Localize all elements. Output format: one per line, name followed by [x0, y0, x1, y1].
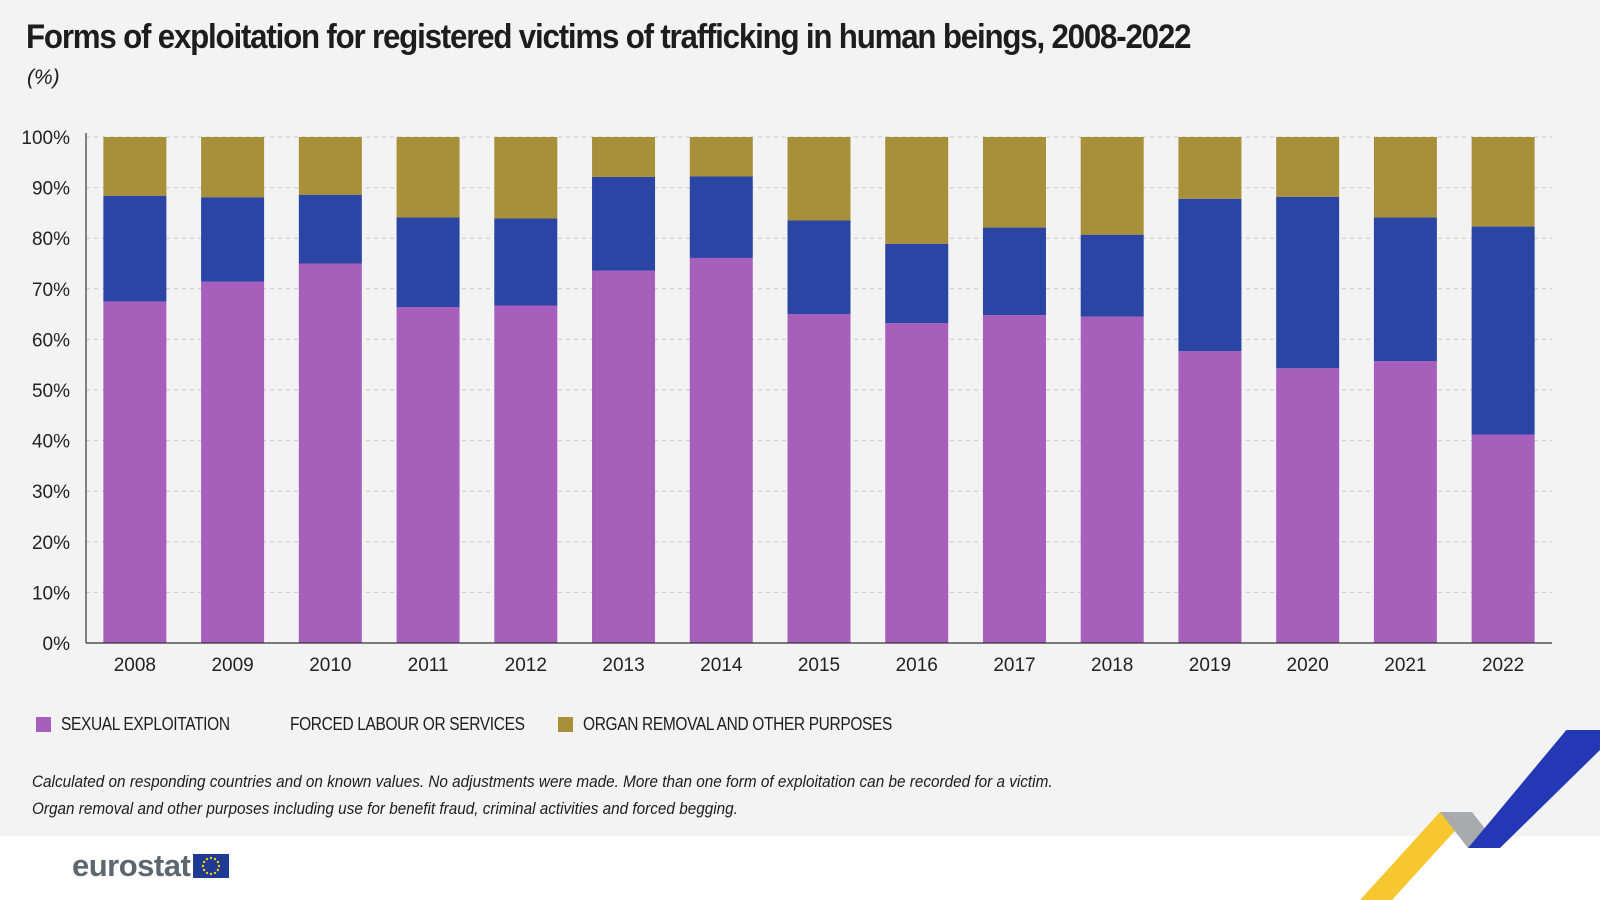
- x-tick-label: 2017: [993, 655, 1035, 676]
- bar-segment-sexual-exploitation: [396, 307, 460, 643]
- bar-segment-sexual-exploitation: [1178, 351, 1242, 643]
- bar-segment-forced-labour: [1373, 217, 1437, 362]
- eurostat-logo[interactable]: eurostat: [72, 848, 230, 884]
- corner-ribbon-decoration: [1360, 730, 1600, 900]
- x-tick-label: 2015: [798, 655, 840, 676]
- bar-segment-forced-labour: [787, 220, 851, 315]
- bar-segment-organ-removal: [982, 137, 1046, 228]
- bar-segment-organ-removal: [592, 137, 656, 177]
- x-tick-label: 2021: [1384, 655, 1426, 676]
- legend-label-forced-labour: Forced labour or services: [290, 713, 525, 734]
- y-tick-label: 30%: [32, 482, 70, 503]
- x-tick-label: 2022: [1482, 655, 1524, 676]
- footnote-line-2: Organ removal and other purposes includi…: [32, 799, 738, 818]
- legend-label-sexual-exploitation: Sexual exploitation: [61, 713, 230, 734]
- bar-segment-forced-labour: [103, 195, 167, 302]
- bar-segment-forced-labour: [396, 217, 460, 308]
- bar-segment-forced-labour: [298, 194, 362, 264]
- bar-segment-forced-labour: [201, 197, 265, 282]
- bar-segment-organ-removal: [1373, 137, 1437, 218]
- bar-segment-forced-labour: [982, 227, 1046, 316]
- bar-segment-forced-labour: [1178, 198, 1242, 352]
- bar-segment-forced-labour: [1471, 226, 1535, 435]
- eu-flag-icon: [193, 854, 230, 878]
- bar-segment-organ-removal: [885, 137, 949, 244]
- y-tick-label: 90%: [32, 179, 70, 200]
- bar-segment-sexual-exploitation: [103, 301, 167, 643]
- stacked-bar-chart: 0% 10% 20% 30% 40% 50% 60% 70% 80% 90% 100% 2008 200…: [21, 128, 1552, 676]
- x-tick-label: 2013: [602, 655, 644, 676]
- bar-segment-sexual-exploitation: [298, 263, 362, 643]
- bar-segment-organ-removal: [396, 137, 460, 218]
- bar-segment-sexual-exploitation: [982, 315, 1046, 643]
- legend-item-forced-labour: Forced labour or services: [280, 714, 558, 735]
- y-tick-label: 100%: [21, 128, 70, 149]
- bar-segment-organ-removal: [201, 137, 265, 198]
- bar-segment-forced-labour: [885, 243, 949, 324]
- x-tick-label: 2010: [309, 655, 351, 676]
- x-tick-label: 2014: [700, 655, 743, 676]
- y-tick-label: 20%: [32, 533, 70, 554]
- bar-segment-sexual-exploitation: [1276, 368, 1340, 643]
- bar-segment-organ-removal: [494, 137, 558, 219]
- y-tick-label: 40%: [32, 432, 70, 453]
- legend-item-sexual-exploitation: Sexual exploitation: [36, 714, 280, 735]
- bar-segment-sexual-exploitation: [592, 270, 656, 643]
- bar-segment-sexual-exploitation: [1471, 434, 1535, 643]
- bar-segment-forced-labour: [689, 176, 753, 258]
- chart-title: Forms of exploitation for registered vic…: [26, 18, 1191, 56]
- x-tick-label: 2020: [1287, 655, 1329, 676]
- x-tick-label: 2012: [505, 655, 547, 676]
- y-tick-label: 0%: [43, 634, 71, 655]
- x-tick-label: 2008: [114, 655, 156, 676]
- legend-swatch-organ-removal: [558, 716, 573, 732]
- footnotes: Calculated on responding countries and o…: [32, 768, 1053, 822]
- y-tick-label: 60%: [32, 330, 70, 351]
- footnote-line-1: Calculated on responding countries and o…: [32, 772, 1053, 791]
- x-tick-label: 2018: [1091, 655, 1133, 676]
- eurostat-logo-text: eurostat: [72, 848, 191, 883]
- x-tick-label: 2011: [408, 655, 449, 676]
- bar-segment-sexual-exploitation: [689, 257, 753, 643]
- bar-segment-sexual-exploitation: [885, 323, 949, 643]
- bar-segment-sexual-exploitation: [494, 305, 558, 643]
- legend: Sexual exploitation Forced labour or ser…: [36, 712, 942, 736]
- bar-segment-organ-removal: [1471, 137, 1535, 227]
- y-tick-label: 70%: [32, 280, 70, 301]
- legend-item-organ-removal: Organ removal and other purposes: [558, 714, 942, 735]
- legend-label-organ-removal: Organ removal and other purposes: [583, 713, 892, 734]
- x-tick-label: 2009: [211, 655, 253, 676]
- bar-segment-organ-removal: [787, 137, 851, 221]
- bar-segment-sexual-exploitation: [201, 281, 265, 643]
- x-tick-label: 2019: [1189, 655, 1231, 676]
- y-tick-label: 10%: [32, 583, 70, 604]
- legend-swatch-sexual-exploitation: [36, 716, 51, 732]
- bar-segment-sexual-exploitation: [1373, 361, 1437, 643]
- bar-segment-organ-removal: [103, 137, 167, 196]
- bar-segment-sexual-exploitation: [1080, 316, 1144, 643]
- y-tick-label: 50%: [32, 381, 70, 402]
- bar-segment-forced-labour: [1080, 234, 1144, 317]
- y-tick-label: 80%: [32, 229, 70, 250]
- footer-band: [0, 836, 1600, 900]
- bar-segment-forced-labour: [1276, 196, 1340, 369]
- bar-segment-organ-removal: [1178, 137, 1242, 199]
- x-tick-label: 2016: [896, 655, 938, 676]
- bar-segment-forced-labour: [592, 176, 656, 271]
- bar-segment-forced-labour: [494, 218, 558, 306]
- bar-segment-organ-removal: [298, 137, 362, 195]
- unit-label: (%): [27, 66, 60, 89]
- bar-segment-organ-removal: [1276, 137, 1340, 197]
- bar-segment-sexual-exploitation: [787, 314, 851, 643]
- bar-segment-organ-removal: [689, 137, 753, 177]
- bar-segment-organ-removal: [1080, 137, 1144, 235]
